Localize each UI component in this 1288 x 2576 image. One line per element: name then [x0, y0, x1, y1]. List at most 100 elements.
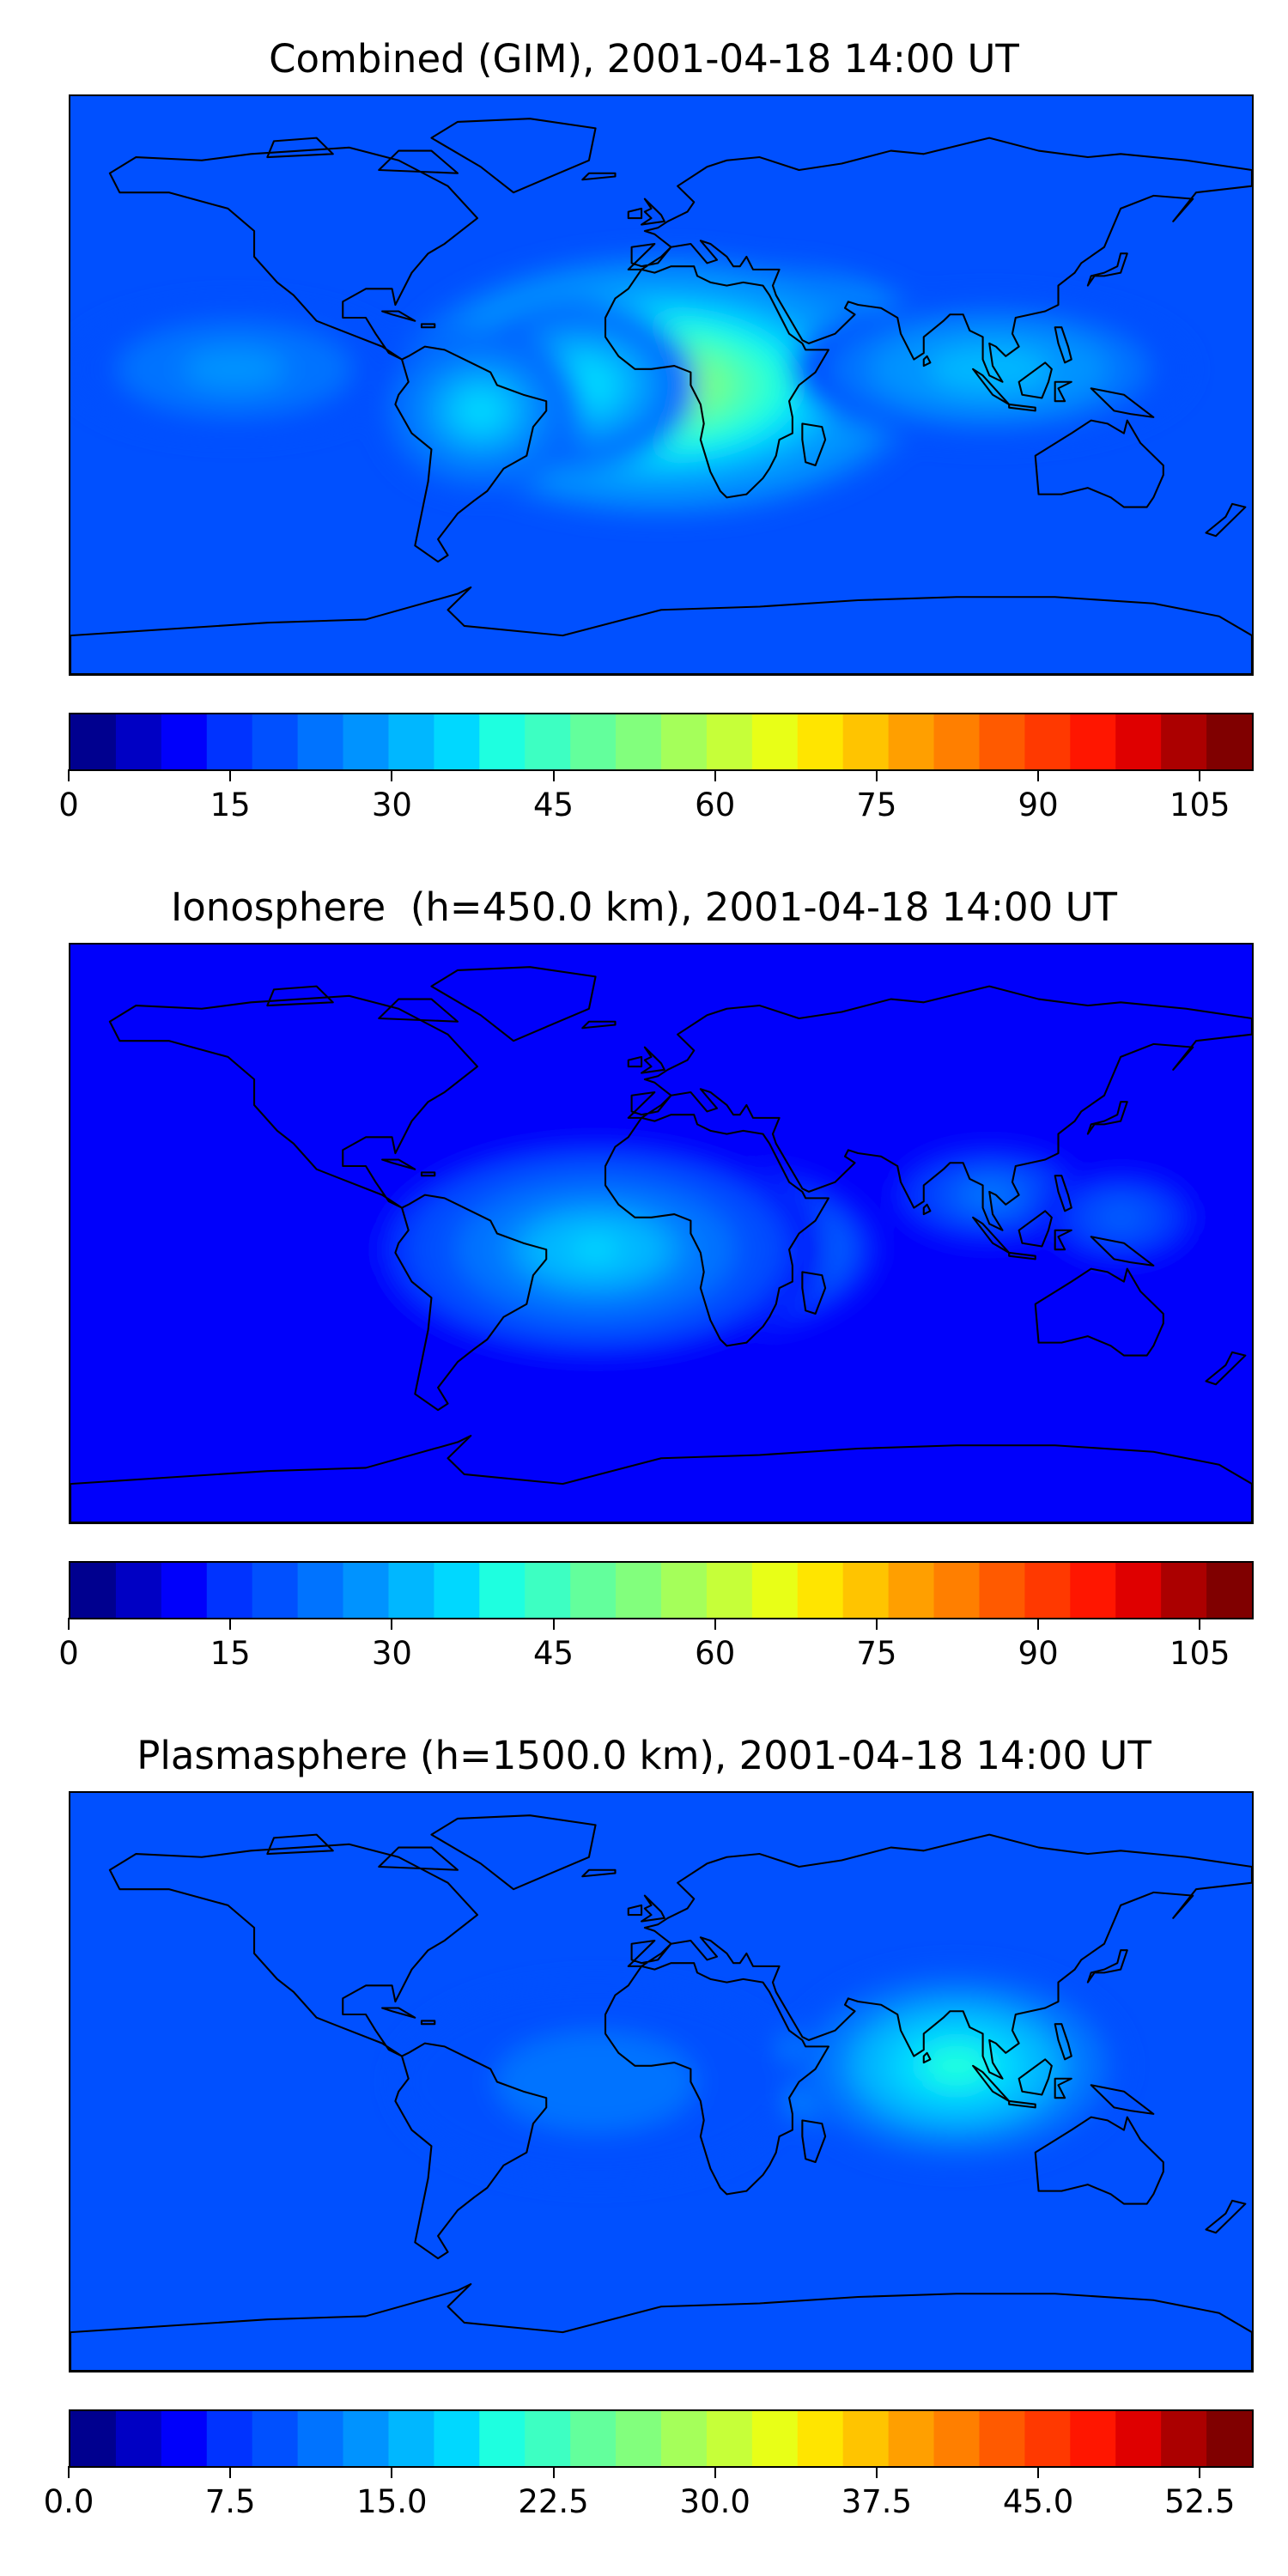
colorbar-swatch [706, 1563, 753, 1618]
colorbar-swatch [1161, 2411, 1207, 2466]
colorbar-tick-mark [229, 769, 232, 781]
coastline [430, 1814, 597, 1891]
colorbar-swatch [297, 1563, 344, 1618]
coastline [1054, 326, 1072, 364]
colorbar-tick-mark [552, 1618, 555, 1630]
colorbar-tick-label: 90 [1018, 787, 1059, 823]
colorbar-swatch [842, 1563, 890, 1618]
colorbar-tick-label: 75 [856, 787, 897, 823]
colorbar-tick-mark [1037, 2466, 1040, 2478]
coastline [381, 310, 416, 322]
contour-level [216, 361, 253, 378]
colorbar-swatch [1206, 2411, 1252, 2466]
colorbar-tick-mark [391, 769, 393, 781]
coastline [378, 149, 459, 174]
colorbar-swatch [616, 1563, 662, 1618]
coastline [266, 985, 334, 1007]
coastline [70, 586, 1252, 674]
colorbar-swatch [161, 1563, 208, 1618]
colorbar-tick-label: 60 [695, 787, 736, 823]
coastline [430, 966, 597, 1042]
colorbar-swatch [388, 1563, 434, 1618]
colorbar-tick-label: 30 [371, 787, 412, 823]
colorbar-swatch [343, 1563, 390, 1618]
colorbar-swatch [297, 714, 344, 769]
colorbar-swatch [252, 714, 299, 769]
colorbar-swatch [661, 714, 708, 769]
colorbar-swatch [933, 2411, 981, 2466]
colorbar-swatch [206, 2411, 253, 2466]
colorbar-swatch [616, 714, 662, 769]
coastlines [70, 966, 1252, 1522]
colorbar-tick-mark [229, 2466, 232, 2478]
coastline [627, 1904, 643, 1917]
coastline [420, 2020, 436, 2026]
colorbar-plasmasphere [69, 2409, 1254, 2468]
coastline [581, 1868, 617, 1878]
coastline [604, 1962, 829, 2196]
colorbar-tick-mark [714, 2466, 716, 2478]
coastline [604, 265, 829, 499]
colorbar-swatch [297, 2411, 344, 2466]
contour-map-combined [70, 96, 1252, 674]
coastline [1054, 2023, 1072, 2061]
colorbar-swatch [479, 714, 526, 769]
colorbar-tick-label: 105 [1169, 1635, 1230, 1672]
coastline [420, 1171, 436, 1177]
colorbar-swatch [1161, 1563, 1207, 1618]
panel-title-plasmasphere: Plasmasphere (h=1500.0 km), 2001-04-18 1… [137, 1733, 1151, 1778]
contour-level [570, 1236, 621, 1263]
contour-map-ionosphere [70, 945, 1252, 1522]
colorbar-swatch [206, 714, 253, 769]
colorbar-swatch [797, 2411, 844, 2466]
coastline [1090, 1236, 1155, 1267]
colorbar-tick-label: 60 [695, 1635, 736, 1672]
coastline [1086, 252, 1128, 287]
colorbar-swatch [661, 2411, 708, 2466]
colorbar-swatch [1024, 714, 1071, 769]
colorbar-swatch [979, 714, 1025, 769]
colorbar-swatch [1206, 714, 1252, 769]
colorbar-swatch [479, 2411, 526, 2466]
coastline [801, 422, 827, 467]
coastline [1205, 502, 1247, 538]
colorbar-tick-label: 0 [58, 1635, 79, 1672]
coastline [108, 994, 479, 1209]
colorbar-swatch [525, 1563, 571, 1618]
colorbar-tick-label: 30 [371, 1635, 412, 1672]
colorbar-swatch [661, 1563, 708, 1618]
colorbar-swatch [1115, 714, 1162, 769]
colorbar-swatch [161, 714, 208, 769]
colorbar-swatch [933, 714, 981, 769]
colorbar-tick-label: 75 [856, 1635, 897, 1672]
contour-level [938, 2054, 975, 2077]
colorbar-tick-label: 45 [532, 1635, 574, 1672]
colorbar-tick-label: 105 [1169, 787, 1230, 823]
colorbar-tick-label: 0.0 [43, 2483, 94, 2520]
colorbar-tick-mark [875, 2466, 878, 2478]
colorbar-tick-label: 90 [1018, 1635, 1059, 1672]
coastline [394, 345, 548, 563]
colorbar-tick-mark [714, 1618, 716, 1630]
panel-title-combined: Combined (GIM), 2001-04-18 14:00 UT [269, 36, 1019, 82]
colorbar-swatch [252, 1563, 299, 1618]
colorbar-swatch [888, 714, 935, 769]
coastline [1008, 403, 1036, 412]
coastline [922, 355, 932, 368]
coastlines [70, 118, 1252, 674]
colorbar-tick-mark [552, 2466, 555, 2478]
colorbar-combined [69, 713, 1254, 771]
map-plasmasphere [69, 1791, 1254, 2372]
colorbar-tick-mark [229, 1618, 232, 1630]
coastline [381, 1158, 416, 1170]
colorbar-tick-mark [391, 2466, 393, 2478]
coastline [627, 1833, 1252, 2080]
coastline [1008, 1251, 1036, 1261]
colorbar-tick-mark [68, 1618, 70, 1630]
colorbar-ticks-ionosphere: 0 15 30 45 60 75 90 105 [58, 1618, 1254, 1672]
colorbar-swatch [70, 2411, 117, 2466]
colorbar-tick-mark [875, 769, 878, 781]
colorbar-swatch [343, 2411, 390, 2466]
coastline [801, 1271, 827, 1315]
colorbar-swatch [115, 2411, 162, 2466]
